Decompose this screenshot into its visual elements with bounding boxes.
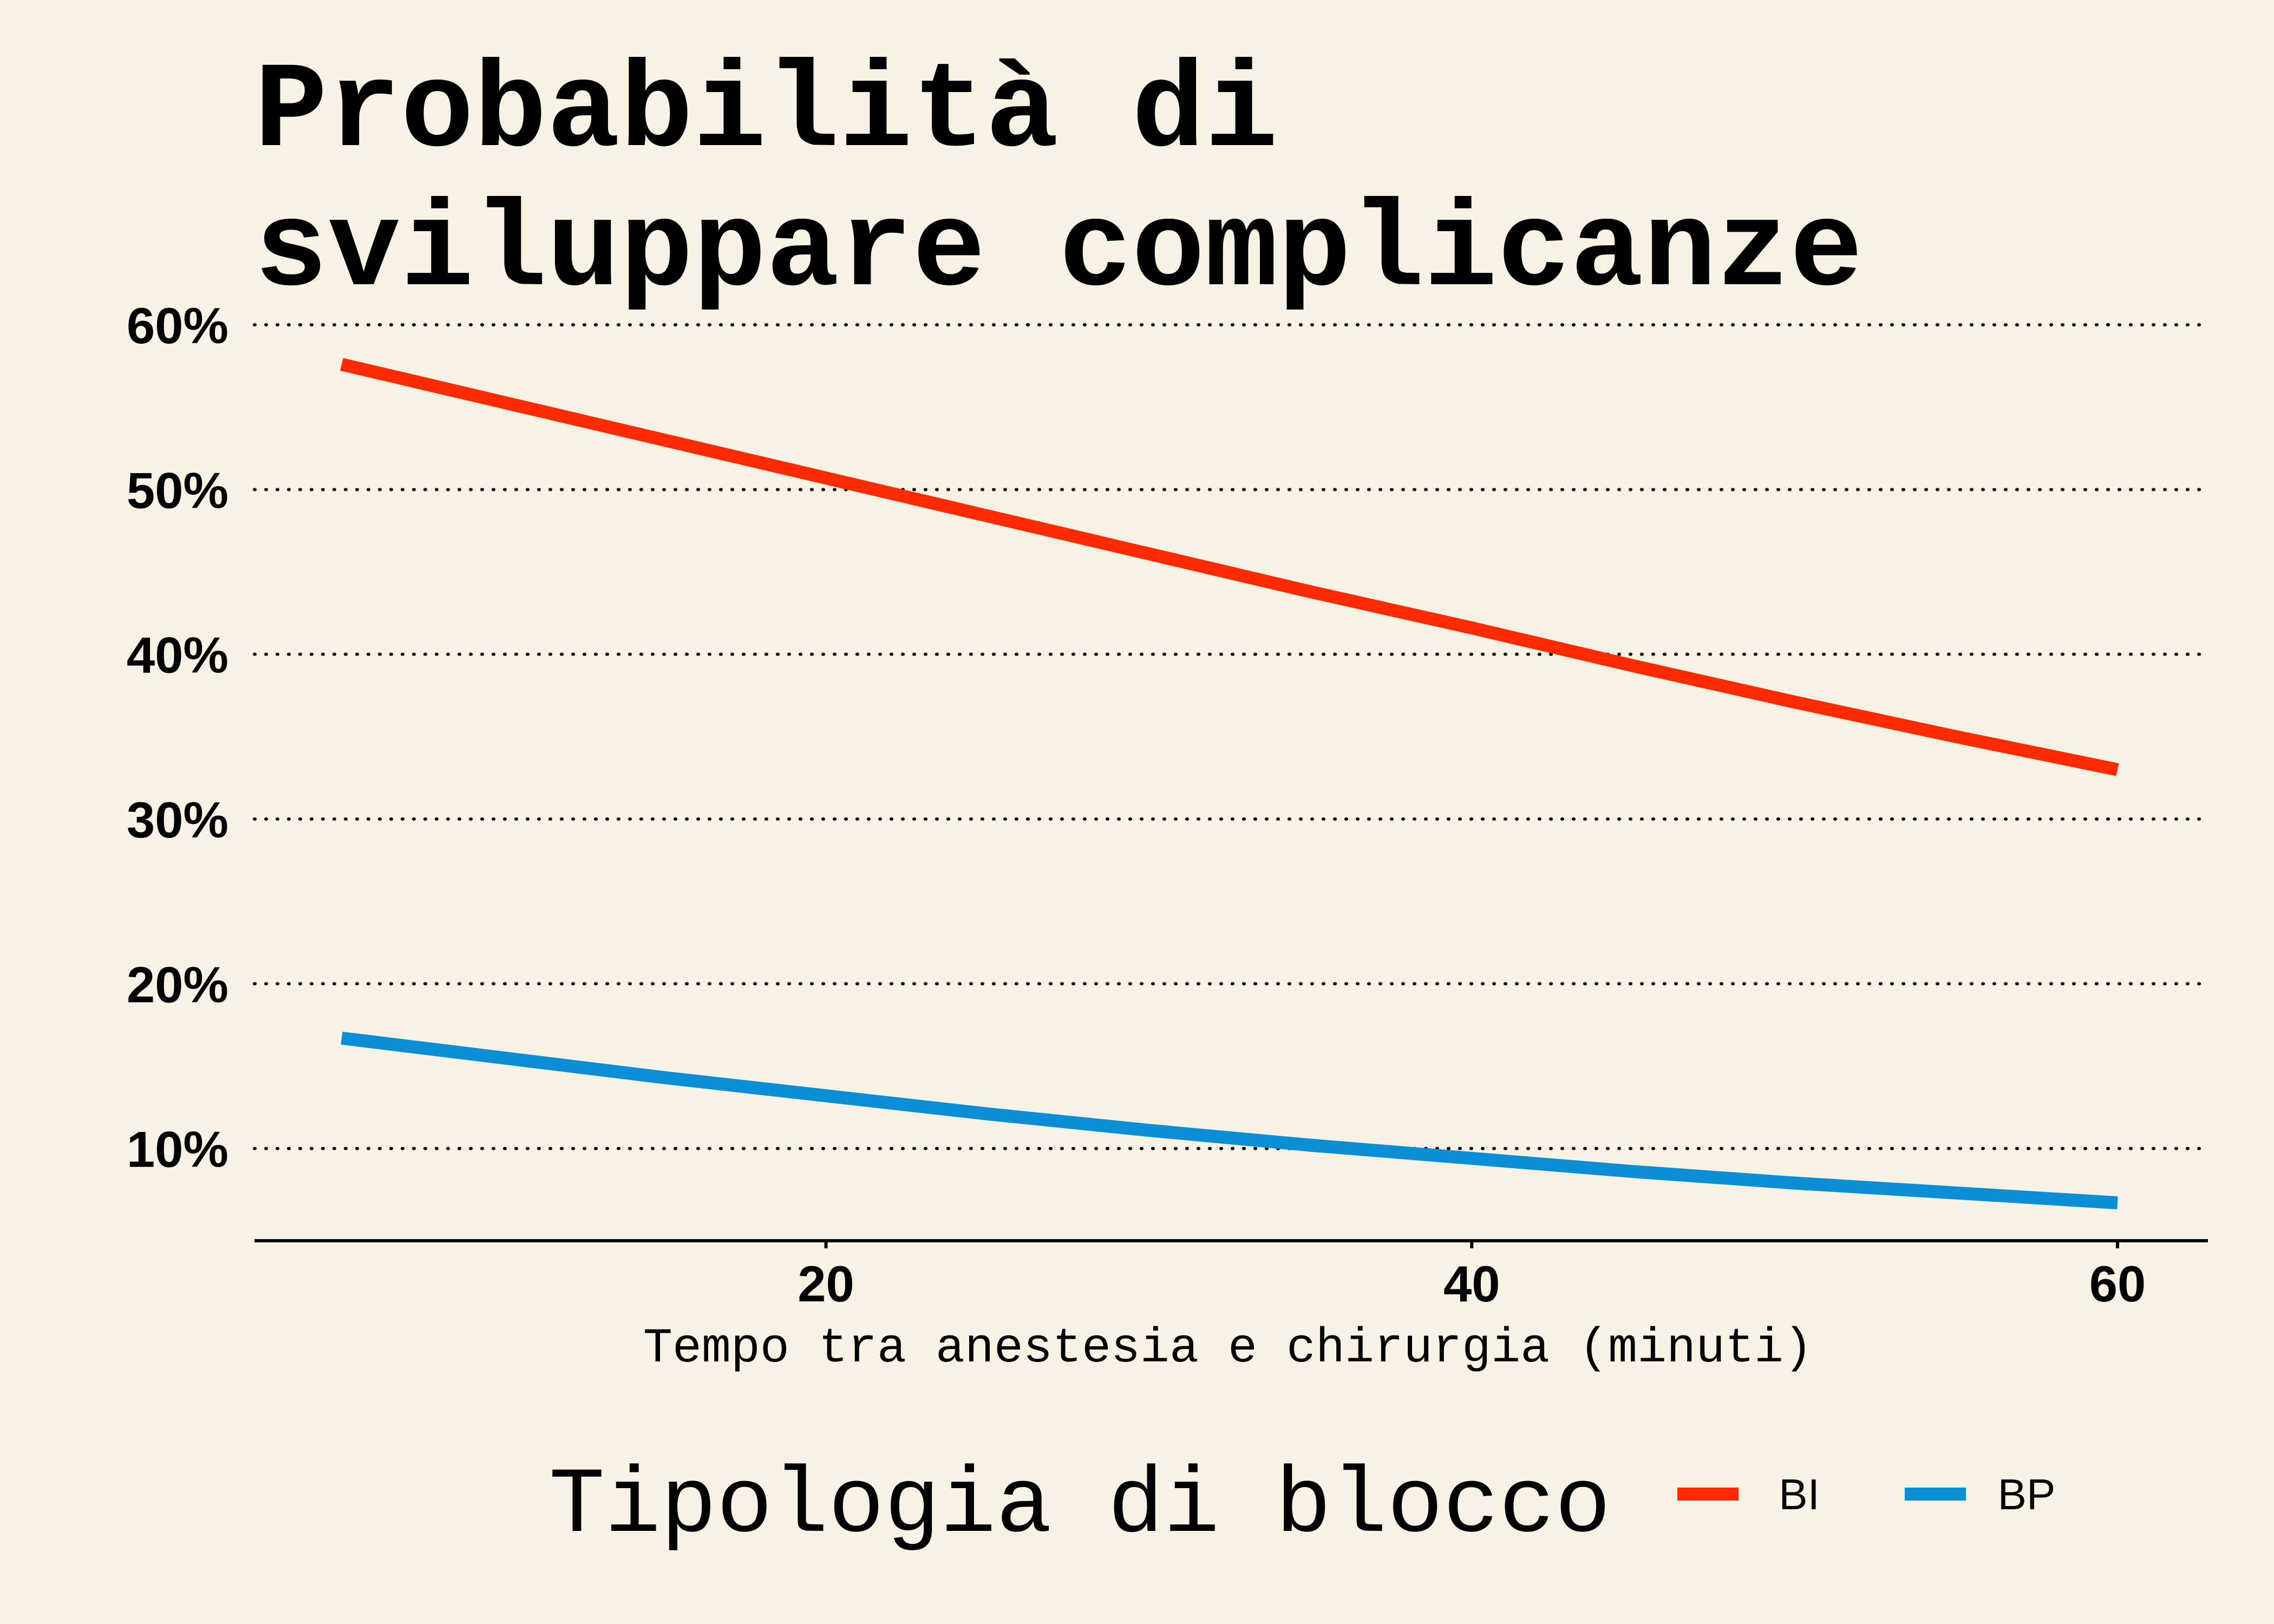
grid (253, 323, 2210, 1150)
y-tick-label: 40% (127, 627, 228, 684)
legend-title: Tipologia di blocco (549, 1453, 1611, 1559)
y-axis-ticks: 10% 20% 30% 40% 50% 60% (127, 297, 228, 1178)
x-tick-label: 20 (798, 1255, 854, 1312)
x-axis-ticks: 20 40 60 (798, 1241, 2146, 1312)
series-line-bp (341, 1031, 2118, 1209)
chart-title-line-1: Probabilità di (254, 44, 1278, 182)
legend-items: BI BP (1677, 1470, 2055, 1518)
y-tick-label: 60% (127, 297, 228, 354)
series-lines (340, 358, 2119, 1209)
chart-title-line-2: sviluppare complicanze (254, 183, 1863, 321)
y-tick-label: 10% (127, 1121, 228, 1178)
y-tick-label: 50% (127, 462, 228, 519)
x-tick-label: 40 (1443, 1255, 1500, 1312)
y-tick-label: 20% (127, 956, 228, 1013)
y-tick-label: 30% (127, 791, 228, 848)
legend: Tipologia di blocco BI BP (549, 1453, 2055, 1559)
legend-label-bp: BP (1998, 1470, 2056, 1518)
x-axis-label: Tempo tra anestesia e chirurgia (minuti) (643, 1321, 1813, 1377)
x-tick-label: 60 (2089, 1255, 2146, 1312)
series-line-bi (340, 358, 2119, 776)
legend-label-bi: BI (1779, 1470, 1820, 1518)
